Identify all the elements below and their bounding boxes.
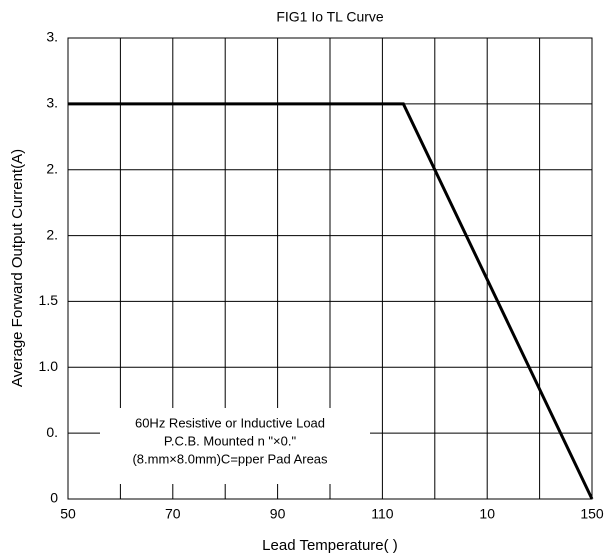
annotation-box <box>100 408 370 484</box>
x-axis-label: Lead Temperature( ) <box>262 537 398 554</box>
chart-title: FIG1 Io TL Curve <box>276 9 384 25</box>
x-tick-label: 90 <box>270 506 286 522</box>
y-tick-label: 1.0 <box>39 358 59 374</box>
x-tick-label: 10 <box>479 506 495 522</box>
annotation: (8.mm×8.0mm)C=pper Pad Areas <box>132 451 328 466</box>
x-tick-label: 150 <box>580 506 604 522</box>
x-tick-label: 50 <box>60 506 76 522</box>
data-line <box>68 102 594 500</box>
y-axis-label: Average Forward Output Current(A) <box>9 149 26 387</box>
y-tick-label: 3. <box>46 95 58 111</box>
y-tick-label: 3. <box>46 29 58 45</box>
x-tick-label: 70 <box>165 506 181 522</box>
annotation: 60Hz Resistive or Inductive Load <box>135 415 325 430</box>
y-tick-label: 0 <box>50 490 58 506</box>
y-tick-label: 1.5 <box>39 292 59 308</box>
plot-border <box>67 37 593 500</box>
x-tick-label: 110 <box>371 506 394 522</box>
y-tick-label: 2. <box>46 160 58 176</box>
annotation: P.C.B. Mounted n "×0." <box>164 433 297 448</box>
y-tick-label: 2. <box>46 226 58 242</box>
y-tick-label: 0. <box>46 424 58 440</box>
